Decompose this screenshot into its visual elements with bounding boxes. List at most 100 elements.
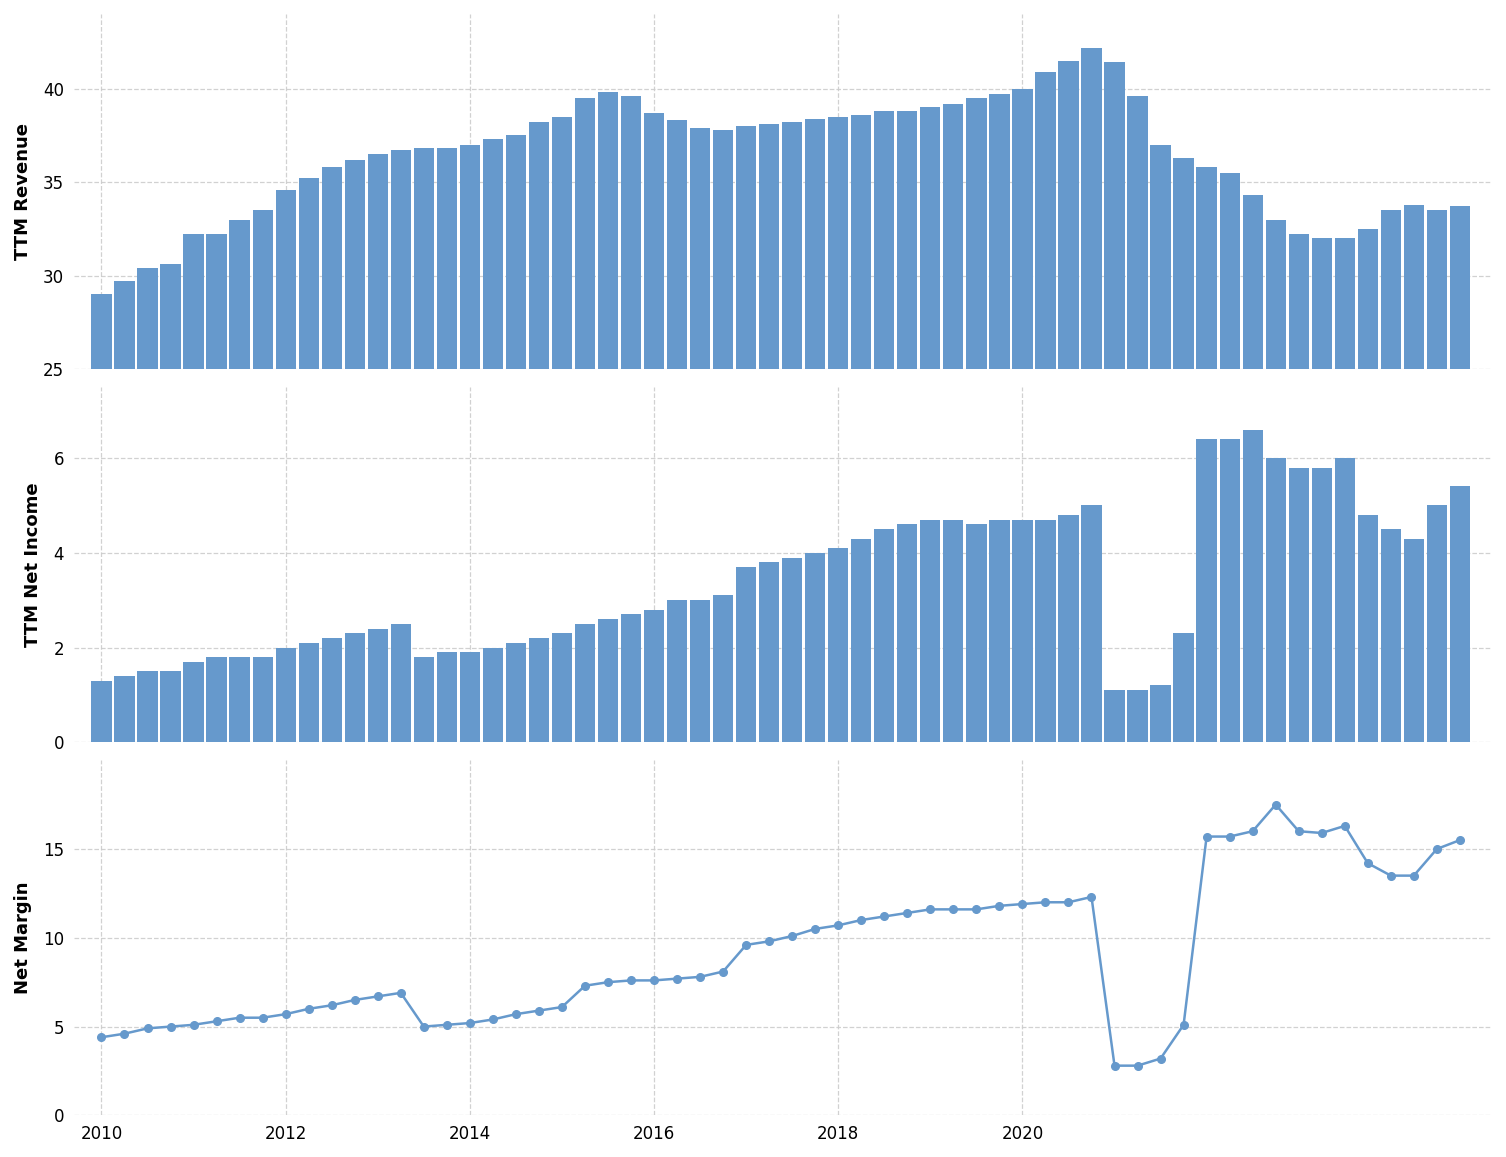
Bar xyxy=(620,96,642,837)
Bar xyxy=(967,524,986,743)
Bar xyxy=(414,148,434,837)
Bar xyxy=(161,265,181,837)
Bar xyxy=(1450,486,1470,743)
Bar xyxy=(898,524,917,743)
Bar xyxy=(1357,229,1378,837)
Bar xyxy=(598,619,617,743)
Bar xyxy=(575,624,595,743)
Bar xyxy=(1312,238,1331,837)
Bar xyxy=(92,680,111,743)
Bar xyxy=(1242,429,1264,743)
Bar xyxy=(322,168,342,837)
Bar xyxy=(1357,515,1378,743)
Bar xyxy=(598,93,617,837)
Bar xyxy=(298,178,319,837)
Bar xyxy=(989,519,1009,743)
Bar xyxy=(1173,633,1194,743)
Bar xyxy=(759,562,779,743)
Bar xyxy=(828,548,848,743)
Bar xyxy=(736,567,756,743)
Bar xyxy=(1012,89,1033,837)
Bar xyxy=(206,235,227,837)
Bar xyxy=(1289,467,1309,743)
Bar xyxy=(551,117,572,837)
Bar xyxy=(1265,220,1286,837)
Bar xyxy=(920,519,940,743)
Y-axis label: TTM Revenue: TTM Revenue xyxy=(14,123,32,260)
Bar xyxy=(1426,506,1447,743)
Bar xyxy=(1242,196,1264,837)
Bar xyxy=(367,628,389,743)
Bar xyxy=(967,98,986,837)
Bar xyxy=(1450,206,1470,837)
Bar xyxy=(645,113,664,837)
Bar xyxy=(437,148,456,837)
Bar xyxy=(1381,211,1401,837)
Y-axis label: Net Margin: Net Margin xyxy=(14,882,32,994)
Bar xyxy=(506,643,526,743)
Bar xyxy=(1128,690,1148,743)
Bar xyxy=(1128,96,1148,837)
Bar xyxy=(1265,458,1286,743)
Bar xyxy=(1035,519,1056,743)
Bar xyxy=(667,120,687,837)
Bar xyxy=(1312,467,1331,743)
Bar xyxy=(712,130,733,837)
Bar xyxy=(1104,62,1125,837)
Bar xyxy=(782,123,803,837)
Bar xyxy=(1059,60,1078,837)
Bar xyxy=(114,281,134,837)
Bar xyxy=(873,529,895,743)
Bar xyxy=(1012,519,1033,743)
Bar xyxy=(483,139,503,837)
Bar xyxy=(782,558,803,743)
Bar xyxy=(920,108,940,837)
Y-axis label: TTM Net Income: TTM Net Income xyxy=(24,482,42,647)
Bar xyxy=(806,553,825,743)
Bar xyxy=(1151,145,1170,837)
Bar xyxy=(437,653,456,743)
Bar xyxy=(161,671,181,743)
Bar xyxy=(551,633,572,743)
Bar xyxy=(483,648,503,743)
Bar xyxy=(736,126,756,837)
Bar xyxy=(759,124,779,837)
Bar xyxy=(414,657,434,743)
Bar xyxy=(1196,440,1217,743)
Bar xyxy=(1035,72,1056,837)
Bar xyxy=(390,624,411,743)
Bar xyxy=(1381,529,1401,743)
Bar xyxy=(459,145,480,837)
Bar xyxy=(1104,690,1125,743)
Bar xyxy=(529,638,550,743)
Bar xyxy=(184,662,203,743)
Bar xyxy=(1289,235,1309,837)
Bar xyxy=(898,111,917,837)
Bar xyxy=(1404,539,1425,743)
Bar xyxy=(1334,238,1355,837)
Bar xyxy=(690,600,711,743)
Bar xyxy=(989,94,1009,837)
Bar xyxy=(806,118,825,837)
Bar xyxy=(345,160,364,837)
Bar xyxy=(1081,506,1101,743)
Bar xyxy=(390,150,411,837)
Bar xyxy=(575,98,595,837)
Bar xyxy=(529,123,550,837)
Bar xyxy=(367,154,389,837)
Bar xyxy=(1081,47,1101,837)
Bar xyxy=(345,633,364,743)
Bar xyxy=(92,294,111,837)
Bar xyxy=(276,190,295,837)
Bar xyxy=(1426,211,1447,837)
Bar xyxy=(1059,515,1078,743)
Bar xyxy=(851,539,872,743)
Bar xyxy=(137,268,158,837)
Bar xyxy=(873,111,895,837)
Bar xyxy=(851,115,872,837)
Bar xyxy=(943,519,964,743)
Bar xyxy=(645,610,664,743)
Bar xyxy=(1220,172,1239,837)
Bar xyxy=(253,657,273,743)
Bar xyxy=(137,671,158,743)
